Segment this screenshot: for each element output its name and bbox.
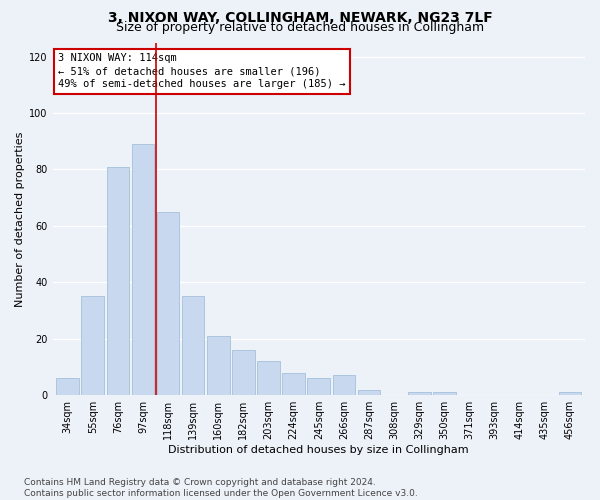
Text: 3 NIXON WAY: 114sqm
← 51% of detached houses are smaller (196)
49% of semi-detac: 3 NIXON WAY: 114sqm ← 51% of detached ho… bbox=[58, 53, 346, 90]
Bar bbox=[332, 376, 355, 395]
Y-axis label: Number of detached properties: Number of detached properties bbox=[15, 131, 25, 306]
Bar bbox=[433, 392, 455, 395]
Bar bbox=[157, 212, 179, 395]
Bar bbox=[257, 362, 280, 395]
Bar bbox=[56, 378, 79, 395]
Bar bbox=[207, 336, 230, 395]
Text: Size of property relative to detached houses in Collingham: Size of property relative to detached ho… bbox=[116, 22, 484, 35]
Bar bbox=[107, 166, 129, 395]
Bar bbox=[408, 392, 431, 395]
X-axis label: Distribution of detached houses by size in Collingham: Distribution of detached houses by size … bbox=[169, 445, 469, 455]
Bar bbox=[131, 144, 154, 395]
Bar bbox=[559, 392, 581, 395]
Bar bbox=[82, 296, 104, 395]
Text: 3, NIXON WAY, COLLINGHAM, NEWARK, NG23 7LF: 3, NIXON WAY, COLLINGHAM, NEWARK, NG23 7… bbox=[107, 11, 493, 25]
Bar bbox=[283, 372, 305, 395]
Bar bbox=[307, 378, 330, 395]
Bar bbox=[182, 296, 205, 395]
Text: Contains HM Land Registry data © Crown copyright and database right 2024.
Contai: Contains HM Land Registry data © Crown c… bbox=[24, 478, 418, 498]
Bar bbox=[358, 390, 380, 395]
Bar bbox=[232, 350, 255, 395]
